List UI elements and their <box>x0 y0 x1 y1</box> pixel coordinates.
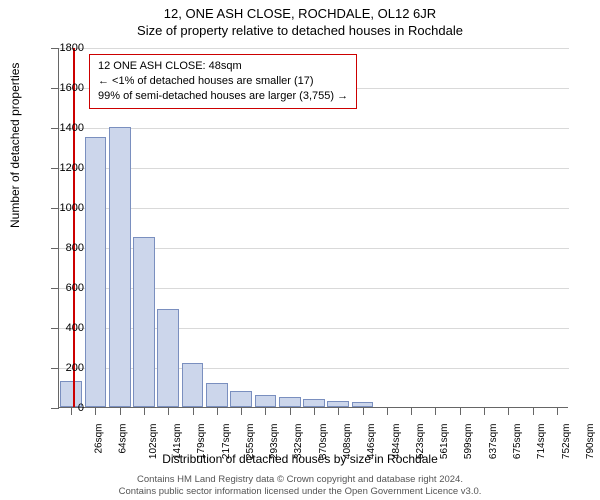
x-tick <box>314 407 315 415</box>
marker-line <box>73 48 75 407</box>
histogram-bar <box>206 383 228 407</box>
x-axis-label: Distribution of detached houses by size … <box>0 452 600 466</box>
x-tick <box>460 407 461 415</box>
histogram-bar <box>279 397 301 407</box>
y-tick-label: 800 <box>44 242 84 254</box>
plot-area: 26sqm64sqm102sqm141sqm179sqm217sqm255sqm… <box>58 48 568 408</box>
x-tick <box>533 407 534 415</box>
histogram-bar <box>157 309 179 407</box>
histogram-bar <box>255 395 277 407</box>
x-tick <box>557 407 558 415</box>
y-tick-label: 1800 <box>44 42 84 54</box>
gridline <box>59 48 569 49</box>
x-tick <box>95 407 96 415</box>
title-line-1: 12, ONE ASH CLOSE, ROCHDALE, OL12 6JR <box>0 6 600 23</box>
y-tick-label: 1600 <box>44 82 84 94</box>
gridline <box>59 208 569 209</box>
footer-line-1: Contains HM Land Registry data © Crown c… <box>0 474 600 486</box>
x-tick-label: 64sqm <box>118 424 129 454</box>
x-tick <box>193 407 194 415</box>
y-tick-label: 1400 <box>44 122 84 134</box>
x-tick <box>217 407 218 415</box>
histogram-bar <box>109 127 131 407</box>
x-tick <box>144 407 145 415</box>
x-tick <box>411 407 412 415</box>
histogram-bar <box>230 391 252 407</box>
y-tick-label: 600 <box>44 282 84 294</box>
x-tick <box>120 407 121 415</box>
histogram-bar <box>133 237 155 407</box>
x-tick <box>387 407 388 415</box>
y-tick-label: 0 <box>44 402 84 414</box>
legend-box: 12 ONE ASH CLOSE: 48sqm← <1% of detached… <box>89 54 357 109</box>
legend-line: 12 ONE ASH CLOSE: 48sqm <box>98 59 348 74</box>
x-tick <box>338 407 339 415</box>
x-tick <box>168 407 169 415</box>
x-tick-label: 26sqm <box>94 424 105 454</box>
footer: Contains HM Land Registry data © Crown c… <box>0 474 600 498</box>
histogram-bar <box>85 137 107 407</box>
x-tick <box>363 407 364 415</box>
chart-area: 26sqm64sqm102sqm141sqm179sqm217sqm255sqm… <box>58 48 568 408</box>
histogram-bar <box>182 363 204 407</box>
y-tick-label: 200 <box>44 362 84 374</box>
title-block: 12, ONE ASH CLOSE, ROCHDALE, OL12 6JR Si… <box>0 0 600 40</box>
x-tick <box>290 407 291 415</box>
histogram-bar <box>303 399 325 407</box>
x-tick <box>435 407 436 415</box>
y-axis-label: Number of detached properties <box>8 63 22 228</box>
x-tick <box>241 407 242 415</box>
x-tick <box>484 407 485 415</box>
x-tick <box>265 407 266 415</box>
title-line-2: Size of property relative to detached ho… <box>0 23 600 40</box>
legend-line: ← <1% of detached houses are smaller (17… <box>98 74 348 89</box>
chart-container: 12, ONE ASH CLOSE, ROCHDALE, OL12 6JR Si… <box>0 0 600 500</box>
y-tick-label: 400 <box>44 322 84 334</box>
gridline <box>59 128 569 129</box>
gridline <box>59 168 569 169</box>
y-tick-label: 1200 <box>44 162 84 174</box>
y-tick-label: 1000 <box>44 202 84 214</box>
legend-line: 99% of semi-detached houses are larger (… <box>98 89 348 104</box>
footer-line-2: Contains public sector information licen… <box>0 486 600 498</box>
x-tick <box>508 407 509 415</box>
